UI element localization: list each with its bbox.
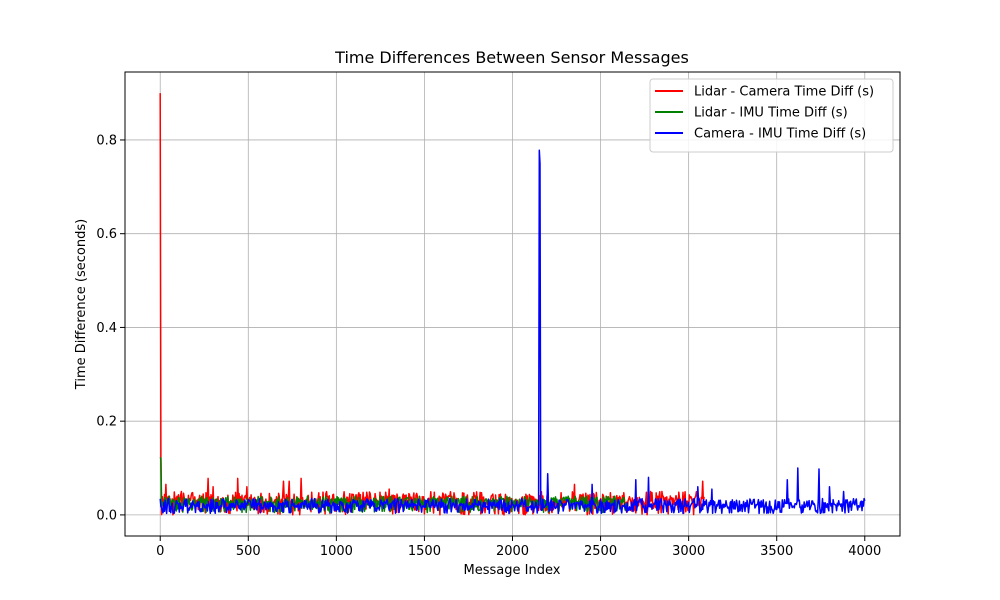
- legend-label-camera-imu-time-diff-s: Camera - IMU Time Diff (s): [694, 127, 866, 142]
- legend: Lidar - Camera Time Diff (s) Lidar - IMU …: [649, 78, 894, 153]
- y-tick-label: 0.4: [96, 321, 117, 336]
- plot-series: [159, 93, 866, 516]
- axis-ticks: 0 500 1000 1500 2000 2500 3000 3500 4000 0.0 0.2 0.…: [96, 133, 881, 559]
- x-tick-label: 1000: [320, 544, 353, 559]
- x-tick-label: 3000: [672, 544, 705, 559]
- y-tick-label: 0.2: [96, 415, 117, 430]
- x-tick-label: 500: [236, 544, 261, 559]
- y-tick-label: 0.6: [96, 227, 117, 242]
- x-tick-label: 2000: [496, 544, 529, 559]
- legend-label-lidar-camera-time-diff-s: Lidar - Camera Time Diff (s): [694, 85, 874, 100]
- legend-label-lidar-imu-time-diff-s: Lidar - IMU Time Diff (s): [694, 106, 848, 121]
- x-tick-label: 0: [156, 544, 164, 559]
- y-tick-label: 0.0: [96, 508, 117, 523]
- x-tick-label: 3500: [760, 544, 793, 559]
- series-line-camera-imu-time-diff-s: [159, 149, 866, 515]
- y-axis-title: Time Difference (seconds): [74, 219, 89, 390]
- x-tick-label: 4000: [848, 544, 881, 559]
- x-axis-title: Message Index: [464, 563, 561, 578]
- x-tick-label: 1500: [408, 544, 441, 559]
- legend-box: [649, 78, 894, 153]
- chart-title: Time Differences Between Sensor Messages: [334, 48, 689, 67]
- x-tick-label: 2500: [584, 544, 617, 559]
- y-tick-label: 0.8: [96, 133, 117, 148]
- series-line-lidar-camera-time-diff-s: [159, 93, 705, 516]
